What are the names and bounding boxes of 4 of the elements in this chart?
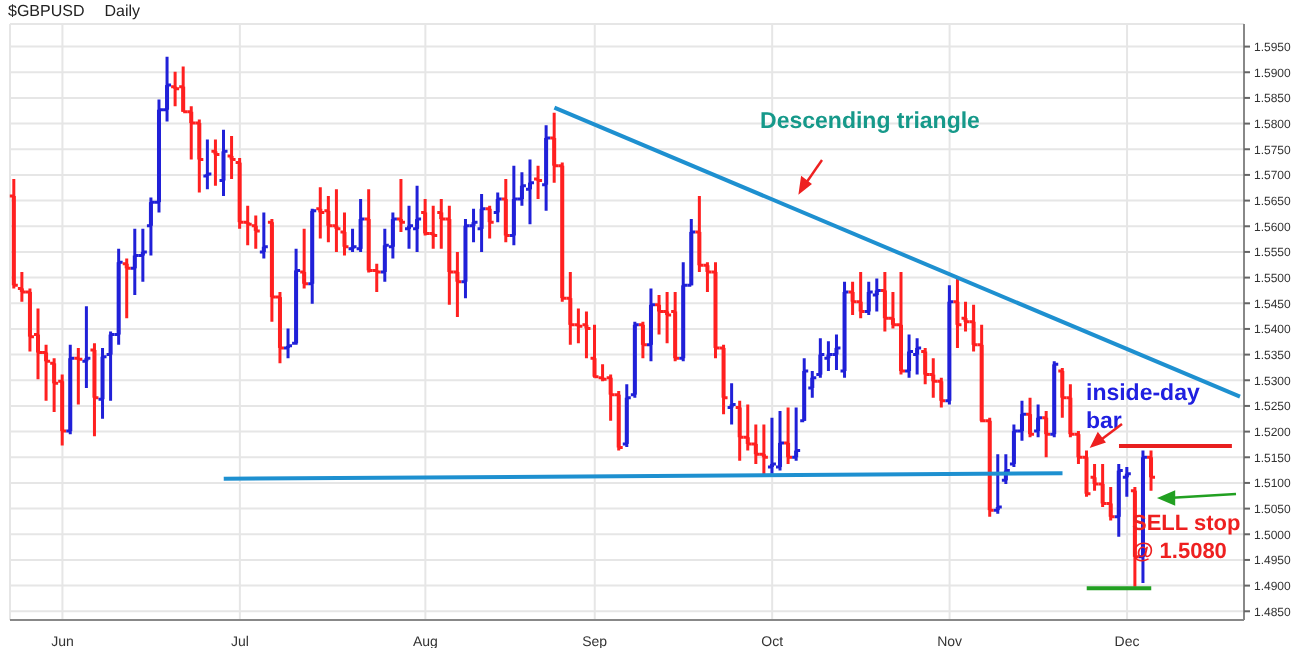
chart-subtitle: Daily: [104, 0, 141, 22]
annotation: Descending triangle: [758, 108, 982, 136]
annotation: inside-day bar: [1086, 380, 1202, 436]
chart-title: $GBPUSD: [8, 0, 85, 22]
